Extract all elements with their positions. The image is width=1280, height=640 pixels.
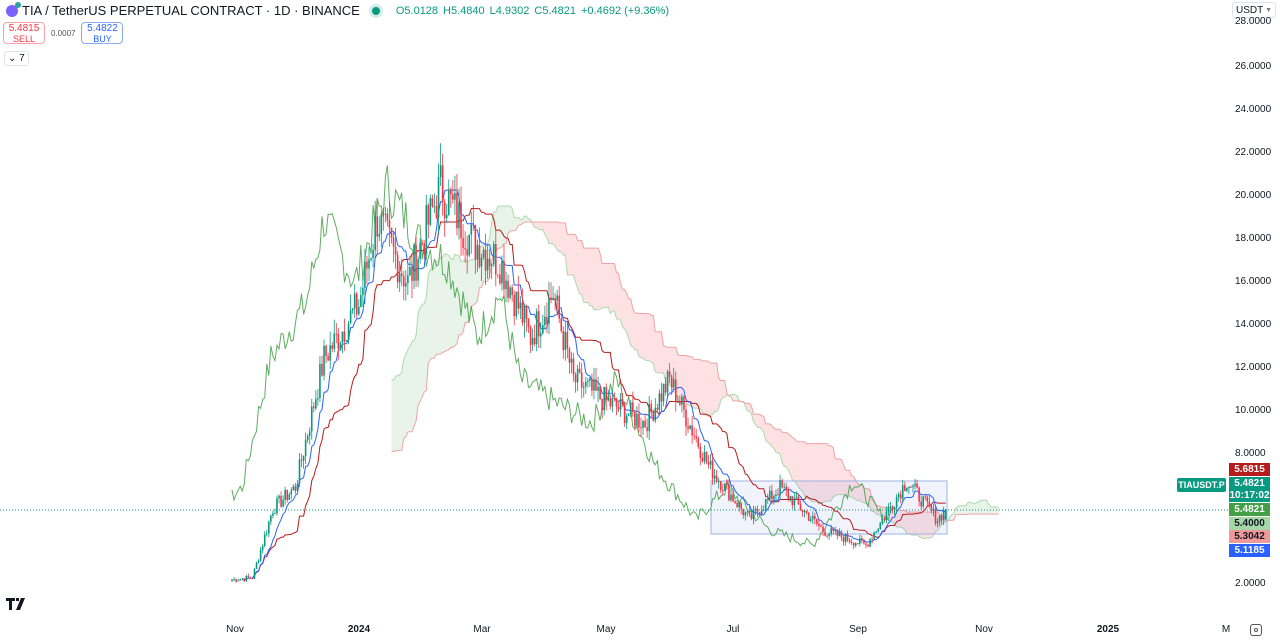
price-label: 5.4000 bbox=[1229, 517, 1270, 530]
price-tick: 20.0000 bbox=[1235, 190, 1272, 201]
price-tick: 14.0000 bbox=[1235, 319, 1272, 330]
indicators-toggle-button[interactable]: ⌄ 7 bbox=[4, 51, 29, 66]
price-label: 5.4821 bbox=[1229, 503, 1270, 516]
buy-label: BUY bbox=[93, 34, 112, 44]
sell-label: SELL bbox=[12, 34, 36, 44]
ohlc-low: L4.9302 bbox=[489, 4, 530, 17]
price-label: 5.4821 bbox=[1229, 477, 1270, 490]
sell-button[interactable]: 5.4815 SELL bbox=[3, 22, 45, 44]
price-tick: 24.0000 bbox=[1235, 104, 1272, 115]
time-tick: M bbox=[1221, 624, 1231, 635]
price-tick: 12.0000 bbox=[1235, 362, 1272, 373]
price-label: 5.1185 bbox=[1229, 544, 1270, 557]
time-tick: Sep bbox=[849, 624, 867, 635]
currency-select[interactable]: USDT ▼ bbox=[1232, 2, 1276, 18]
ohlc-values: O5.0128 H5.4840 L4.9302 C5.4821 +0.4692 (+9.… bbox=[396, 5, 674, 17]
sell-price: 5.4815 bbox=[8, 23, 40, 34]
price-tick: 22.0000 bbox=[1235, 147, 1272, 158]
chart-settings-gear-icon[interactable] bbox=[1250, 624, 1262, 636]
time-tick: 2024 bbox=[347, 624, 371, 635]
chevron-down-icon: ▼ bbox=[1265, 7, 1272, 14]
price-tick: 2.0000 bbox=[1235, 578, 1266, 589]
time-tick: 2025 bbox=[1096, 624, 1120, 635]
price-tick: 26.0000 bbox=[1235, 61, 1272, 72]
candles bbox=[231, 143, 947, 584]
spread-value: 0.0007 bbox=[51, 28, 76, 38]
buy-price: 5.4822 bbox=[87, 23, 118, 34]
indicators-count: 7 bbox=[19, 53, 25, 64]
time-tick: Nov bbox=[975, 624, 993, 635]
price-tick: 10.0000 bbox=[1235, 405, 1272, 416]
time-tick: Jul bbox=[726, 624, 740, 635]
time-tick: Nov bbox=[226, 624, 244, 635]
ohlc-change: +0.4692 (+9.36%) bbox=[581, 4, 670, 17]
price-label: 10:17:02 bbox=[1229, 489, 1270, 502]
symbol-title[interactable]: TIA / TetherUS PERPETUAL CONTRACT · 1D ·… bbox=[22, 3, 360, 18]
trade-buttons: 5.4815 SELL 0.0007 5.4822 BUY bbox=[3, 22, 124, 44]
symbol-legend: TIA / TetherUS PERPETUAL CONTRACT · 1D ·… bbox=[6, 1, 674, 18]
market-open-dot-icon bbox=[371, 6, 380, 15]
symbol-logo-icon bbox=[6, 1, 21, 17]
price-tick: 8.0000 bbox=[1235, 448, 1266, 459]
ohlc-close: C5.4821 bbox=[534, 4, 576, 17]
chevron-down-icon: ⌄ bbox=[8, 53, 17, 64]
time-tick: Mar bbox=[473, 624, 491, 635]
tradingview-logo[interactable] bbox=[6, 597, 28, 614]
ichimoku-cloud bbox=[391, 205, 999, 540]
currency-value: USDT bbox=[1236, 5, 1264, 16]
price-label: 5.6815 bbox=[1229, 463, 1270, 476]
time-tick: May bbox=[596, 624, 616, 635]
tradingview-logo-icon bbox=[6, 598, 25, 610]
price-tick: 18.0000 bbox=[1235, 233, 1272, 244]
ohlc-open: O5.0128 bbox=[395, 4, 439, 17]
ohlc-high: H5.4840 bbox=[443, 4, 485, 17]
price-tick: 28.0000 bbox=[1235, 16, 1272, 27]
price-tick: 16.0000 bbox=[1235, 276, 1272, 287]
price-label: 5.3042 bbox=[1229, 530, 1270, 543]
symbol-tag: TIAUSDT.P bbox=[1177, 478, 1226, 492]
buy-button[interactable]: 5.4822 BUY bbox=[81, 22, 124, 44]
